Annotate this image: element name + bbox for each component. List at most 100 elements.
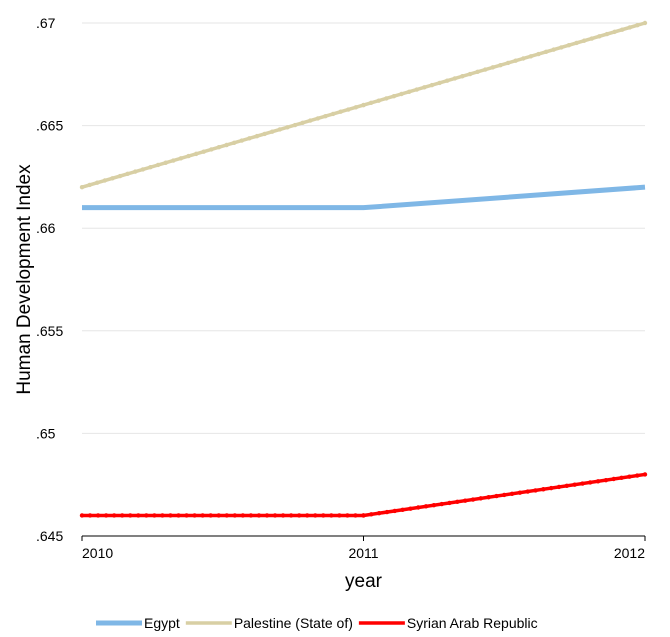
series-marker <box>224 513 229 518</box>
series-marker <box>152 513 157 518</box>
series-2 <box>79 472 648 518</box>
series-marker <box>513 58 518 63</box>
series-marker <box>460 74 465 79</box>
series-marker <box>551 47 556 52</box>
series-marker <box>272 513 278 518</box>
series-marker <box>321 513 326 518</box>
series-marker <box>193 151 199 157</box>
series-marker <box>543 49 549 55</box>
series-marker <box>595 479 601 484</box>
series-marker <box>486 495 491 500</box>
series-marker <box>422 85 427 90</box>
series-marker <box>414 87 419 92</box>
series-1 <box>79 20 648 190</box>
series-marker <box>117 173 123 179</box>
series-marker <box>330 111 336 117</box>
series-marker <box>155 162 161 168</box>
series-marker <box>95 180 100 185</box>
series-marker <box>345 513 350 518</box>
series-marker <box>635 23 640 28</box>
series-marker <box>604 31 610 37</box>
series-marker <box>490 65 496 70</box>
series-0 <box>82 184 646 211</box>
series-marker <box>329 513 334 518</box>
series-marker <box>288 513 294 518</box>
series-marker <box>462 498 468 503</box>
series-marker <box>536 51 541 57</box>
gridlines <box>82 22 645 434</box>
series-marker <box>144 513 149 518</box>
series-marker <box>270 129 275 134</box>
series-marker <box>580 481 585 486</box>
series-marker <box>642 20 648 26</box>
series-marker <box>128 513 133 518</box>
series-marker <box>368 100 374 106</box>
series-marker <box>597 34 602 39</box>
series-marker <box>470 497 476 502</box>
series-marker <box>79 184 85 190</box>
series-marker <box>184 513 189 518</box>
series-marker <box>559 45 564 50</box>
series-marker <box>346 107 351 112</box>
series-marker <box>548 485 554 491</box>
series-marker <box>498 62 503 68</box>
series-marker <box>136 513 141 518</box>
series-marker <box>264 513 270 518</box>
series-marker <box>391 94 397 99</box>
series-lines <box>79 20 648 518</box>
series-marker <box>178 156 184 161</box>
series-marker <box>574 40 579 46</box>
series-marker <box>231 140 237 145</box>
series-marker <box>475 69 480 75</box>
series-marker <box>308 118 313 123</box>
series-marker <box>120 513 125 518</box>
series-marker <box>216 145 222 150</box>
series-marker <box>444 78 450 83</box>
legend-label: Egypt <box>144 615 180 631</box>
series-marker <box>87 182 92 188</box>
series-marker <box>163 160 168 165</box>
series-marker <box>110 176 115 181</box>
axes <box>81 535 646 541</box>
series-marker <box>305 513 310 518</box>
series-marker <box>467 71 473 77</box>
series-marker <box>642 472 648 477</box>
series-marker <box>280 513 286 518</box>
series-marker <box>502 492 507 498</box>
series-marker <box>79 513 85 518</box>
y-tick-label: .655 <box>36 323 63 339</box>
series-marker <box>447 500 452 506</box>
series-marker <box>313 513 318 518</box>
series-marker <box>168 513 173 518</box>
series-marker <box>216 513 221 518</box>
series-marker <box>429 82 435 88</box>
x-axis-label: year <box>345 571 383 592</box>
series-marker <box>103 513 109 518</box>
x-tick-label: 2010 <box>82 545 113 561</box>
series-marker <box>400 507 405 512</box>
series-marker <box>256 513 262 518</box>
series-marker <box>525 489 530 494</box>
series-marker <box>619 475 624 481</box>
y-tick-labels: .645 .65 .655 .66 .665 .67 <box>36 15 63 544</box>
series-marker <box>505 60 511 66</box>
series-marker <box>262 131 267 137</box>
legend-label: Syrian Arab Republic <box>407 615 538 631</box>
series-marker <box>285 125 290 130</box>
series-marker <box>232 513 238 518</box>
series-marker <box>353 105 359 110</box>
series-marker <box>315 116 321 121</box>
y-tick-label: .67 <box>36 15 56 31</box>
y-tick-label: .665 <box>36 118 63 134</box>
series-marker <box>581 38 587 43</box>
series-marker <box>423 504 429 509</box>
legend-item: Egypt <box>96 615 180 631</box>
series-marker <box>133 169 138 174</box>
series-marker <box>102 178 108 183</box>
series-marker <box>627 25 632 30</box>
series-marker <box>627 474 632 479</box>
y-tick-label: .66 <box>36 220 56 236</box>
series-marker <box>376 98 381 103</box>
series-marker <box>160 513 165 518</box>
